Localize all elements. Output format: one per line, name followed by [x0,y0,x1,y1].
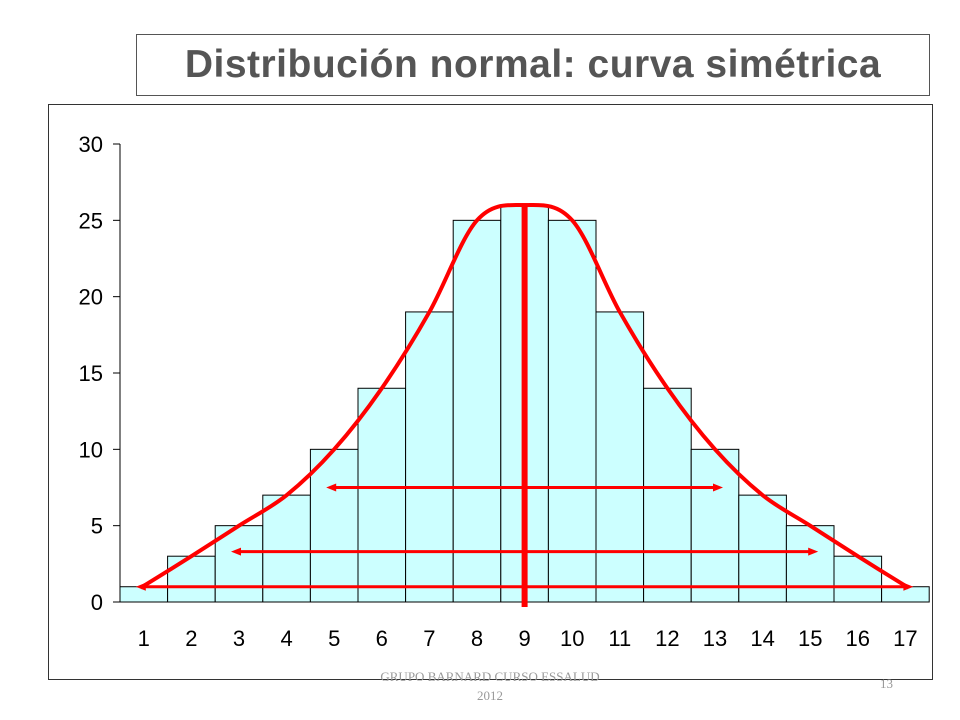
y-tick-label: 5 [91,514,103,539]
bar-2 [167,555,216,603]
bar-8 [452,219,502,603]
x-tick-label: 2 [185,626,197,651]
bar-7 [405,311,454,603]
x-tick-label: 3 [233,626,245,651]
x-tick-label: 5 [328,626,340,651]
bar-12 [643,387,692,603]
x-tick-label: 13 [703,626,727,651]
y-tick-label: 25 [79,208,103,233]
title-box: Distribución normal: curva simétrica [136,34,930,96]
bar-16 [833,555,883,603]
double-arrow-3 [326,483,723,492]
x-tick-label: 1 [138,626,150,651]
x-tick-label: 16 [846,626,870,651]
y-tick-label: 10 [79,437,103,462]
x-tick-label: 12 [655,626,679,651]
footer-line-1: GRUPO BARNARD CURSO ESSALUD [380,669,600,684]
x-tick-label: 11 [608,626,631,651]
x-tick-label: 9 [518,626,530,651]
bar-5 [309,448,359,603]
footer-credit: GRUPO BARNARD CURSO ESSALUD 2012 [330,667,650,705]
x-tick-label: 4 [280,626,292,651]
double-arrow-1 [135,582,914,591]
x-tick-label: 10 [560,626,584,651]
bar-14 [738,494,787,603]
y-tick-label: 20 [79,285,103,310]
x-tick-label: 6 [376,626,388,651]
bar-15 [785,525,835,603]
y-tick-label: 0 [91,590,103,615]
y-tick-label: 30 [79,132,103,157]
x-tick-label: 14 [750,626,774,651]
footer-line-2: 2012 [477,688,503,703]
bar-6 [357,387,407,603]
x-tick-label: 8 [471,626,483,651]
page-title: Distribución normal: curva simétrica [184,43,882,86]
bar-11 [595,311,645,603]
x-tick-label: 15 [798,626,822,651]
x-tick-label: 7 [423,626,435,651]
page-number: 13 [880,676,893,691]
bar-13 [690,448,740,603]
y-tick-label: 15 [79,361,103,386]
x-tick-label: 17 [893,626,917,651]
double-arrow-2 [231,547,819,556]
bar-10 [547,219,597,603]
